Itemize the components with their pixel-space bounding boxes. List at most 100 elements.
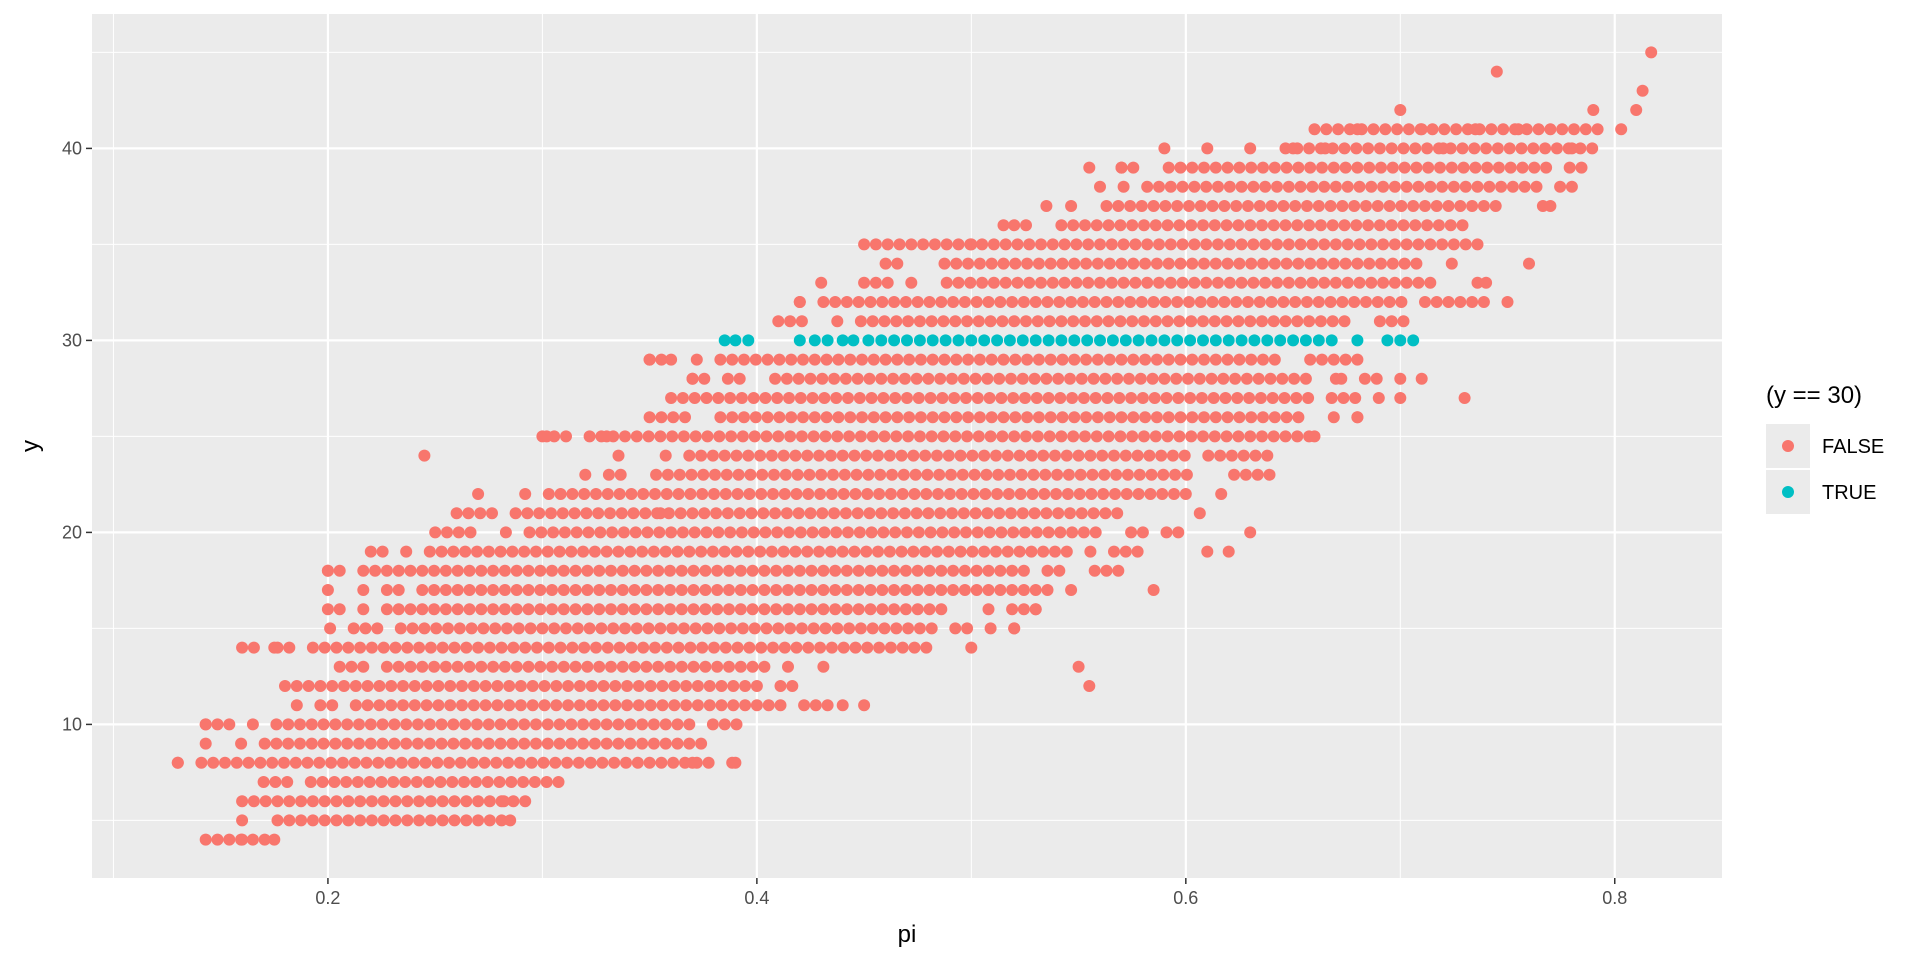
point-false xyxy=(1013,449,1026,462)
point-true xyxy=(1119,334,1132,347)
point-false xyxy=(1506,180,1519,193)
point-false xyxy=(519,641,532,654)
point-false xyxy=(349,680,362,692)
point-false xyxy=(761,411,774,424)
point-false xyxy=(831,315,844,328)
point-false xyxy=(995,526,1008,539)
point-false xyxy=(911,603,924,616)
point-false xyxy=(1053,564,1066,577)
point-false xyxy=(487,660,500,673)
point-false xyxy=(1197,219,1209,232)
point-false xyxy=(619,430,631,443)
point-false xyxy=(652,603,665,616)
point-false xyxy=(1090,315,1103,328)
point-false xyxy=(606,526,619,539)
point-false xyxy=(675,584,688,596)
point-false xyxy=(1098,468,1111,481)
point-false xyxy=(1539,142,1552,155)
point-false xyxy=(495,641,508,654)
point-false xyxy=(581,564,594,577)
point-false xyxy=(1312,200,1325,212)
point-false xyxy=(1504,161,1517,174)
point-true xyxy=(1248,334,1261,347)
point-false xyxy=(636,718,649,731)
point-false xyxy=(991,488,1004,500)
point-false xyxy=(1266,392,1279,404)
point-false xyxy=(852,584,865,596)
point-false xyxy=(1096,449,1109,462)
point-false xyxy=(451,660,464,673)
point-false xyxy=(479,680,492,692)
point-false xyxy=(1156,488,1169,500)
point-false xyxy=(923,584,936,596)
point-false xyxy=(408,699,421,712)
point-false xyxy=(730,545,743,558)
point-false xyxy=(1102,315,1115,328)
point-false xyxy=(1160,392,1173,404)
point-false xyxy=(247,641,260,654)
point-false xyxy=(1247,238,1260,251)
point-false xyxy=(1184,392,1197,404)
point-false xyxy=(1412,180,1425,193)
point-false xyxy=(1490,65,1503,78)
point-false xyxy=(625,641,638,654)
point-false xyxy=(1363,161,1376,174)
point-false xyxy=(1386,161,1399,174)
point-false xyxy=(1520,123,1533,136)
point-false xyxy=(463,584,476,596)
point-false xyxy=(1073,488,1086,500)
point-false xyxy=(1444,219,1457,232)
point-false xyxy=(780,372,793,385)
point-false xyxy=(898,507,911,520)
point-false xyxy=(883,545,896,558)
point-true xyxy=(1068,334,1081,347)
point-false xyxy=(1341,276,1354,289)
point-false xyxy=(487,603,500,616)
point-false xyxy=(842,526,854,539)
point-false xyxy=(699,564,712,577)
point-false xyxy=(1304,353,1317,366)
point-false xyxy=(680,699,693,712)
point-false xyxy=(447,737,460,750)
point-false xyxy=(289,756,302,769)
point-false xyxy=(649,488,661,500)
point-false xyxy=(384,756,397,769)
point-false xyxy=(1164,238,1177,251)
point-false xyxy=(994,584,1007,596)
point-false xyxy=(746,603,759,616)
point-false xyxy=(321,603,334,616)
point-false xyxy=(1325,392,1338,404)
point-false xyxy=(268,641,281,654)
point-false xyxy=(1200,276,1213,289)
point-false xyxy=(522,564,535,577)
point-true xyxy=(1106,334,1119,347)
point-false xyxy=(1375,161,1387,174)
point-true xyxy=(836,334,849,347)
point-false xyxy=(613,641,626,654)
point-false xyxy=(1084,449,1097,462)
point-false xyxy=(1229,372,1242,385)
point-false xyxy=(538,680,551,692)
point-false xyxy=(824,545,837,558)
point-false xyxy=(889,392,902,404)
point-false xyxy=(931,545,943,558)
point-false xyxy=(557,584,570,596)
point-false xyxy=(1127,161,1140,174)
point-false xyxy=(394,622,407,635)
point-false xyxy=(1209,161,1222,174)
point-false xyxy=(522,603,535,616)
point-false xyxy=(326,680,339,692)
point-false xyxy=(1153,238,1165,251)
point-false xyxy=(321,584,334,596)
point-false xyxy=(503,680,516,692)
point-false xyxy=(199,737,212,750)
point-false xyxy=(631,756,644,769)
point-false xyxy=(628,584,641,596)
point-false xyxy=(534,660,547,673)
point-false xyxy=(530,545,542,558)
point-false xyxy=(765,449,778,462)
point-false xyxy=(463,660,476,673)
point-false xyxy=(1277,296,1290,308)
point-false xyxy=(1282,180,1295,193)
point-false xyxy=(1159,200,1172,212)
